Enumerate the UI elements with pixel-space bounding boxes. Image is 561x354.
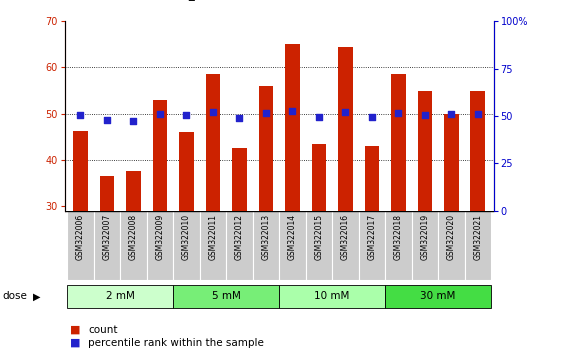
Text: GSM322016: GSM322016 bbox=[341, 214, 350, 260]
Text: percentile rank within the sample: percentile rank within the sample bbox=[88, 338, 264, 348]
Text: GSM322015: GSM322015 bbox=[314, 214, 323, 260]
Bar bbox=[173, 285, 279, 308]
Bar bbox=[67, 285, 173, 308]
Text: ■: ■ bbox=[70, 338, 81, 348]
Text: GSM322011: GSM322011 bbox=[208, 214, 217, 260]
Text: GSM322019: GSM322019 bbox=[420, 214, 429, 260]
Bar bbox=[412, 211, 438, 280]
Bar bbox=[358, 211, 385, 280]
Bar bbox=[279, 211, 306, 280]
Bar bbox=[179, 132, 194, 211]
Text: 10 mM: 10 mM bbox=[314, 291, 350, 302]
Bar bbox=[306, 211, 332, 280]
Bar bbox=[391, 74, 406, 211]
Text: 5 mM: 5 mM bbox=[211, 291, 241, 302]
Point bbox=[473, 111, 482, 117]
Point bbox=[103, 117, 112, 122]
Bar bbox=[285, 44, 300, 211]
Text: GSM322012: GSM322012 bbox=[235, 214, 244, 260]
Bar bbox=[444, 114, 458, 211]
Bar bbox=[279, 285, 385, 308]
Bar bbox=[311, 144, 326, 211]
Bar bbox=[259, 86, 273, 211]
Bar bbox=[67, 211, 94, 280]
Point bbox=[208, 109, 217, 115]
Text: GSM322013: GSM322013 bbox=[261, 214, 270, 260]
Bar bbox=[146, 211, 173, 280]
Point bbox=[288, 108, 297, 114]
Bar bbox=[120, 211, 146, 280]
Point bbox=[129, 118, 138, 124]
Text: ■: ■ bbox=[70, 325, 81, 335]
Bar bbox=[465, 211, 491, 280]
Text: 30 mM: 30 mM bbox=[420, 291, 456, 302]
Bar bbox=[200, 211, 226, 280]
Bar bbox=[417, 91, 432, 211]
Point bbox=[394, 110, 403, 116]
Text: GSM322007: GSM322007 bbox=[103, 214, 112, 260]
Bar bbox=[252, 211, 279, 280]
Text: GSM322006: GSM322006 bbox=[76, 214, 85, 260]
Point bbox=[76, 112, 85, 118]
Bar bbox=[438, 211, 465, 280]
Point bbox=[235, 115, 244, 121]
Bar bbox=[385, 211, 412, 280]
Text: count: count bbox=[88, 325, 118, 335]
Point bbox=[447, 111, 456, 117]
Point bbox=[367, 114, 376, 120]
Point bbox=[261, 110, 270, 116]
Text: GSM322018: GSM322018 bbox=[394, 214, 403, 260]
Bar bbox=[338, 47, 353, 211]
Bar bbox=[153, 100, 167, 211]
Point bbox=[155, 111, 164, 117]
Bar bbox=[173, 211, 200, 280]
Text: dose: dose bbox=[3, 291, 27, 301]
Bar bbox=[100, 176, 114, 211]
Text: GSM322021: GSM322021 bbox=[473, 214, 482, 260]
Bar bbox=[94, 211, 120, 280]
Text: GSM322020: GSM322020 bbox=[447, 214, 456, 260]
Text: GSM322010: GSM322010 bbox=[182, 214, 191, 260]
Point bbox=[420, 112, 429, 118]
Text: GSM322008: GSM322008 bbox=[129, 214, 138, 260]
Bar bbox=[365, 146, 379, 211]
Text: 2 mM: 2 mM bbox=[105, 291, 135, 302]
Bar bbox=[471, 91, 485, 211]
Text: GSM322014: GSM322014 bbox=[288, 214, 297, 260]
Point bbox=[182, 112, 191, 118]
Bar bbox=[126, 171, 141, 211]
Bar bbox=[232, 148, 247, 211]
Bar bbox=[226, 211, 252, 280]
Text: GSM322009: GSM322009 bbox=[155, 214, 164, 260]
Point bbox=[314, 114, 323, 120]
Text: GSM322017: GSM322017 bbox=[367, 214, 376, 260]
Text: ▶: ▶ bbox=[33, 291, 40, 301]
Bar bbox=[205, 74, 220, 211]
Bar bbox=[385, 285, 491, 308]
Bar bbox=[332, 211, 358, 280]
Bar bbox=[73, 131, 88, 211]
Point bbox=[341, 109, 350, 115]
